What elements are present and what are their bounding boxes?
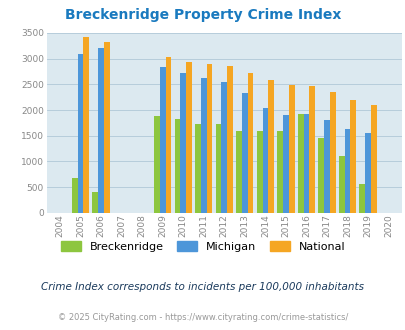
Text: Breckenridge Property Crime Index: Breckenridge Property Crime Index: [65, 8, 340, 22]
Legend: Breckenridge, Michigan, National: Breckenridge, Michigan, National: [61, 241, 344, 252]
Bar: [247, 73, 253, 213]
Bar: [338, 156, 344, 213]
Bar: [160, 67, 165, 213]
Bar: [206, 64, 212, 213]
Bar: [323, 120, 329, 213]
Bar: [277, 131, 282, 213]
Bar: [241, 93, 247, 213]
Bar: [262, 108, 268, 213]
Bar: [303, 114, 309, 213]
Bar: [165, 57, 171, 213]
Text: © 2025 CityRating.com - https://www.cityrating.com/crime-statistics/: © 2025 CityRating.com - https://www.city…: [58, 313, 347, 322]
Text: Crime Index corresponds to incidents per 100,000 inhabitants: Crime Index corresponds to incidents per…: [41, 282, 364, 292]
Bar: [221, 82, 227, 213]
Bar: [358, 184, 364, 213]
Bar: [256, 131, 262, 213]
Bar: [370, 105, 376, 213]
Bar: [350, 100, 355, 213]
Bar: [318, 138, 323, 213]
Bar: [154, 116, 160, 213]
Bar: [77, 53, 83, 213]
Bar: [195, 124, 200, 213]
Bar: [200, 78, 206, 213]
Bar: [297, 114, 303, 213]
Bar: [174, 119, 180, 213]
Bar: [83, 37, 89, 213]
Bar: [227, 66, 232, 213]
Bar: [180, 73, 185, 213]
Bar: [72, 178, 77, 213]
Bar: [236, 131, 241, 213]
Bar: [282, 115, 288, 213]
Bar: [185, 62, 192, 213]
Bar: [92, 192, 98, 213]
Bar: [309, 86, 314, 213]
Bar: [364, 133, 370, 213]
Bar: [329, 92, 335, 213]
Bar: [344, 129, 350, 213]
Bar: [215, 124, 221, 213]
Bar: [268, 80, 273, 213]
Bar: [104, 42, 109, 213]
Bar: [288, 85, 294, 213]
Bar: [98, 49, 104, 213]
